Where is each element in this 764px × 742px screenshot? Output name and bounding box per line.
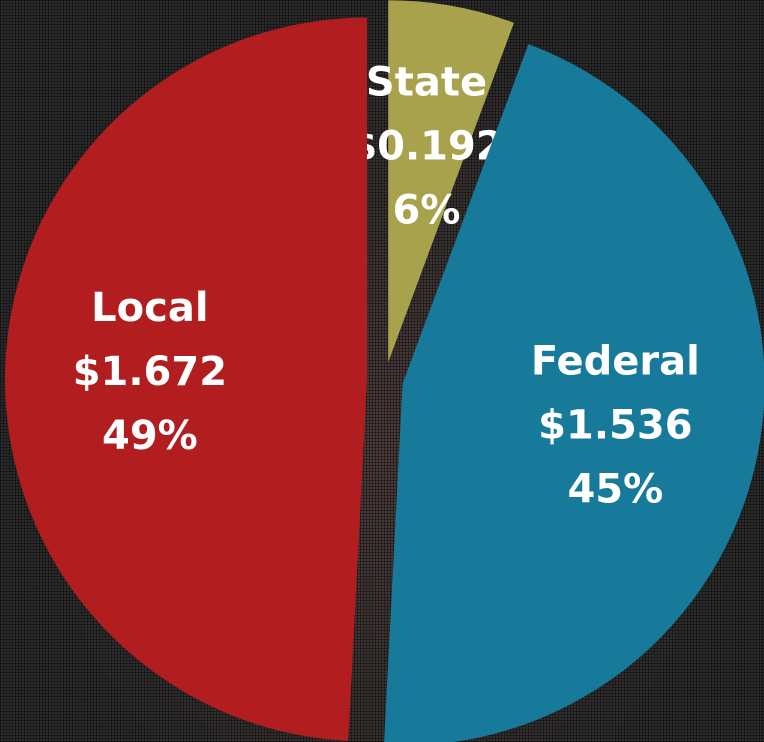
slice-percentage-label: 6%	[393, 187, 461, 233]
slice-value-label: $0.192	[349, 123, 503, 169]
slice-category-label: Federal	[531, 338, 700, 384]
pie-slice	[388, 0, 514, 363]
slice-percentage-label: 49%	[102, 413, 198, 459]
slice-category-label: State	[366, 59, 487, 105]
slice-category-label: Local	[91, 285, 208, 331]
pie-slice	[5, 17, 368, 742]
slice-value-label: $1.672	[73, 349, 227, 395]
slice-percentage-label: 45%	[567, 466, 663, 512]
pie-slice	[384, 44, 764, 742]
slice-value-label: $1.536	[538, 402, 692, 448]
